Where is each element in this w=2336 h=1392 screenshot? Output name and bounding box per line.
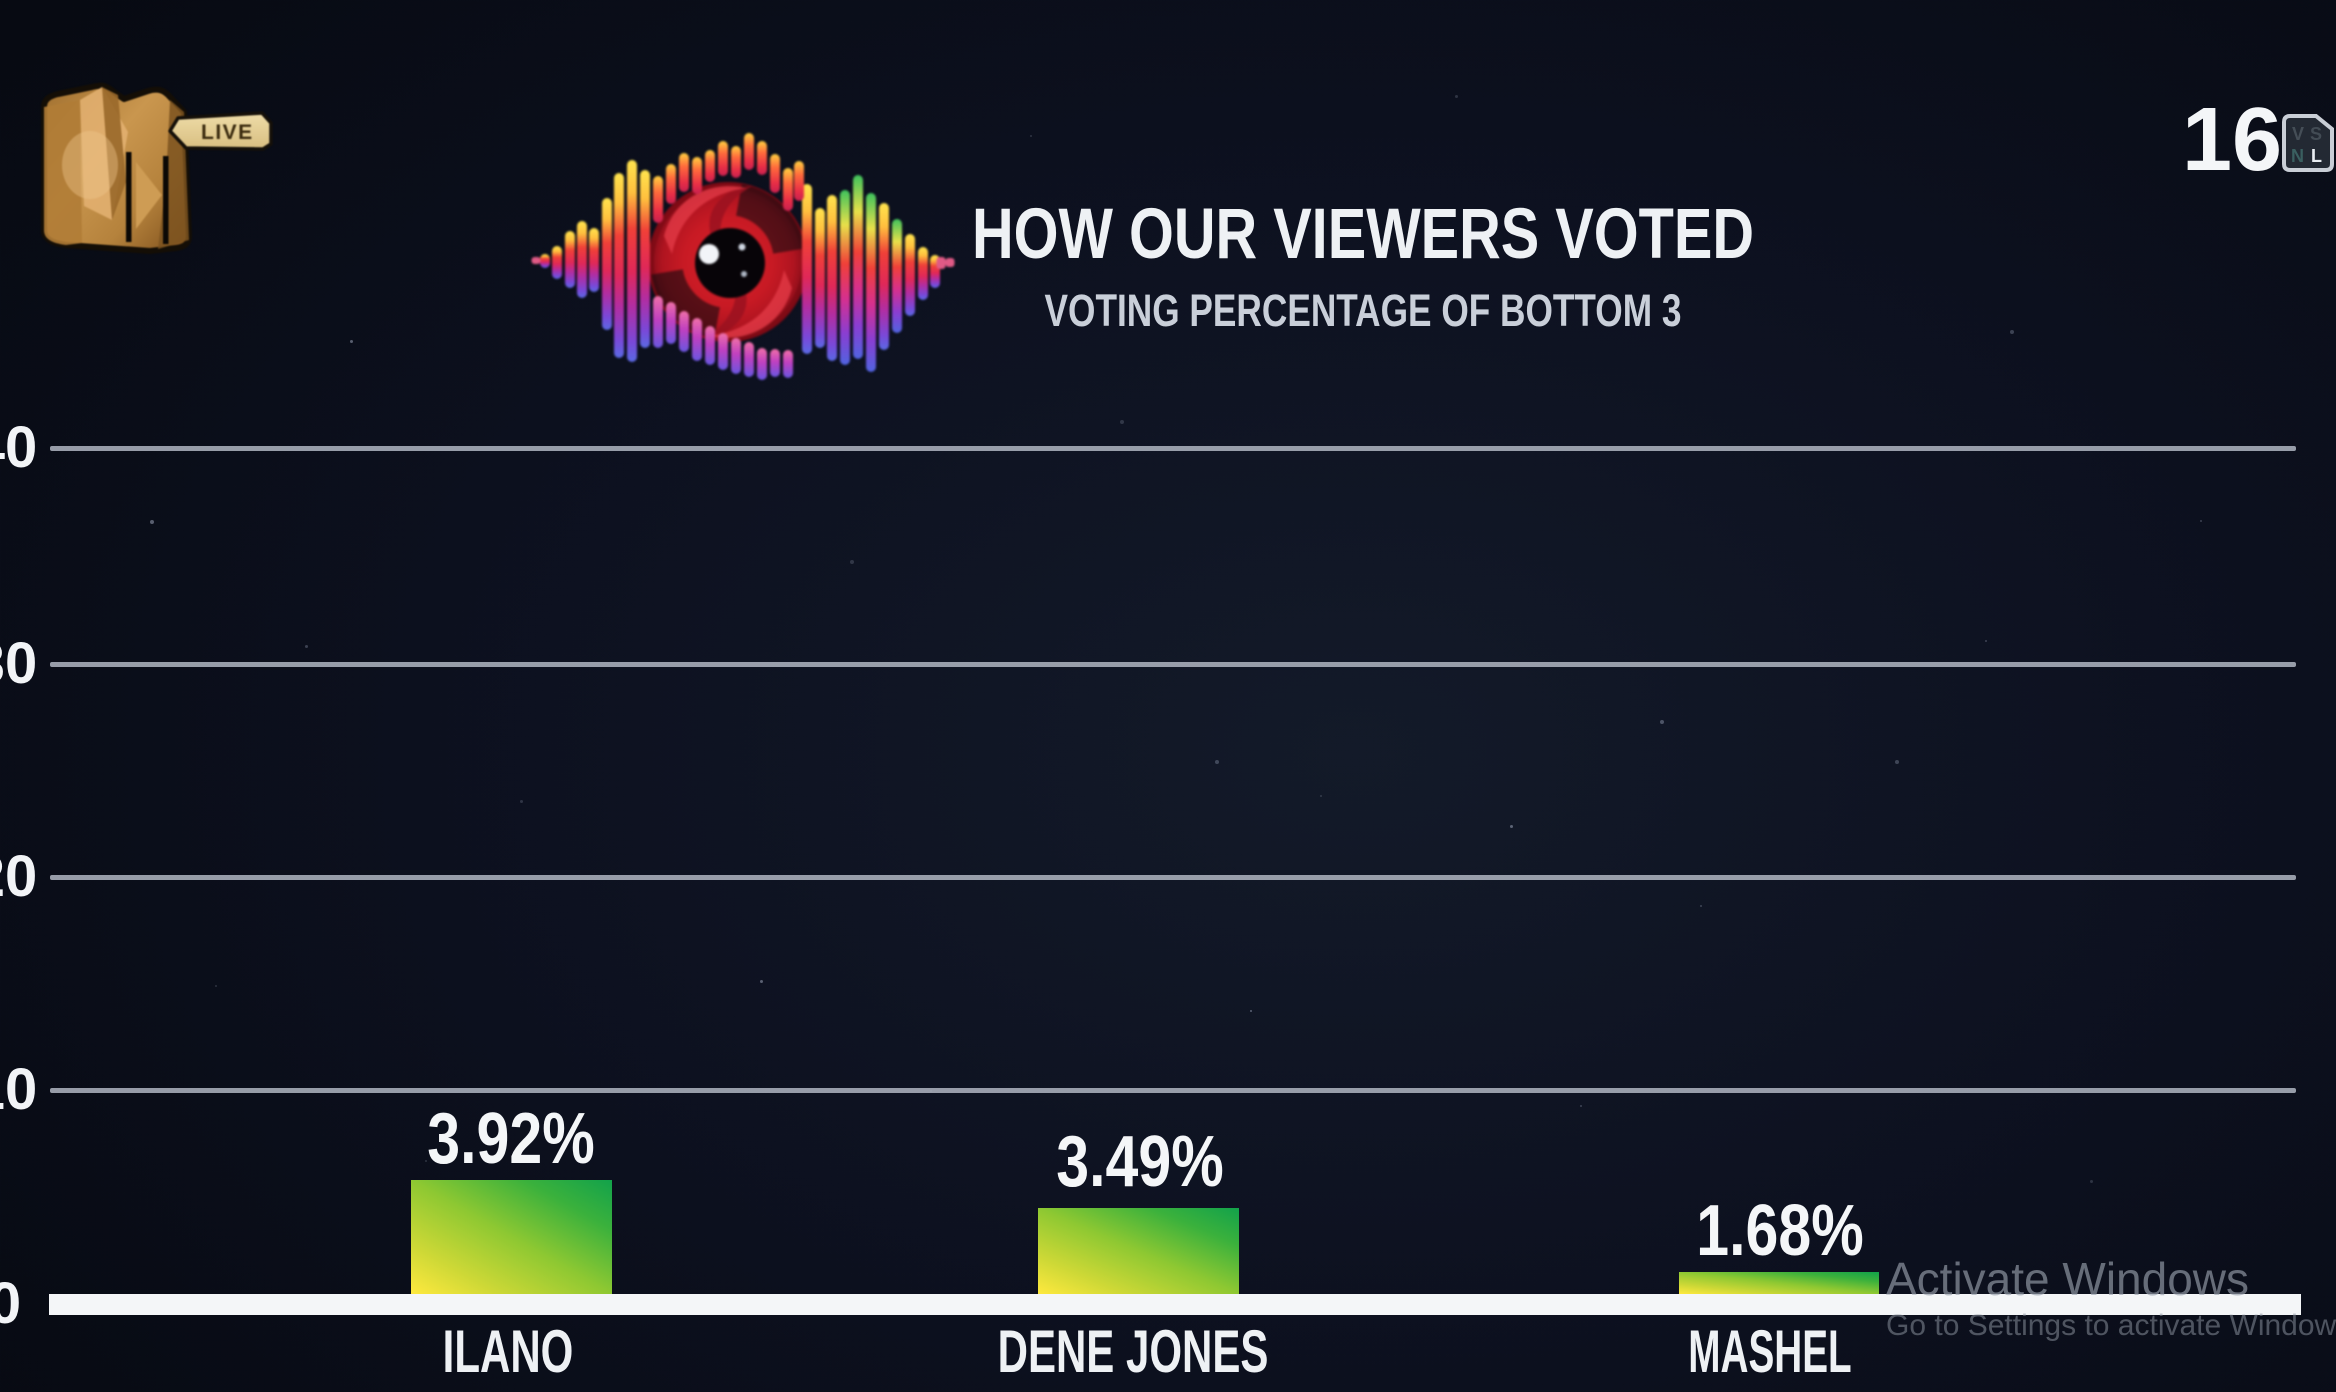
svg-text:N: N [2291, 146, 2304, 166]
svg-text:S: S [2310, 124, 2322, 144]
svg-text:L: L [2311, 146, 2322, 166]
svg-text:V: V [2292, 124, 2304, 144]
svg-text:LIVE: LIVE [201, 121, 254, 144]
